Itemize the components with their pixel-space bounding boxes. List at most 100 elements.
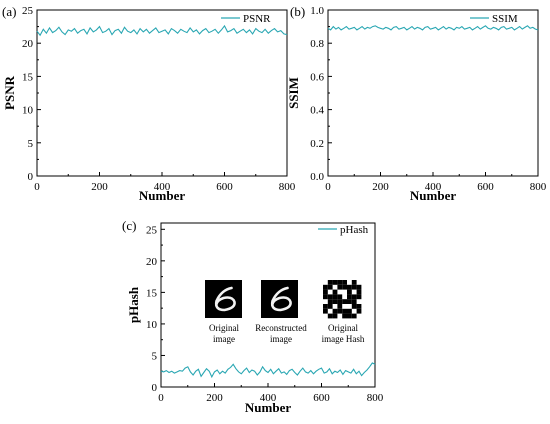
hash-cell (332, 289, 338, 295)
hash-cell (337, 304, 343, 309)
x-tick-label: 600 (313, 392, 330, 404)
inset-caption: image Hash (322, 334, 365, 344)
hash-cell (351, 280, 357, 285)
hash-cell (332, 280, 338, 285)
x-tick-label: 200 (206, 392, 223, 404)
panel-label: (b) (290, 4, 305, 19)
y-axis-label: PSNR (2, 75, 17, 110)
inset-caption: Original (328, 323, 358, 333)
hash-cell (327, 304, 333, 309)
y-tick-label: 0 (28, 171, 34, 183)
y-axis-label: SSIM (286, 77, 301, 109)
y-tick-label: 5 (28, 138, 34, 150)
hash-cell (337, 308, 343, 314)
plot-frame (327, 9, 539, 177)
x-axis-label: Number (139, 188, 185, 203)
x-tick-label: 800 (279, 181, 296, 193)
panel-label: (a) (2, 4, 16, 19)
hash-cell (356, 284, 362, 290)
digit-six-stroke (270, 286, 292, 312)
hash-cell (323, 308, 328, 314)
hash-cell (332, 308, 338, 314)
y-tick-label: 15 (22, 71, 34, 83)
y-tick-label: 0.0 (310, 171, 324, 183)
hash-cell (337, 294, 343, 300)
x-tick-label: 400 (425, 181, 442, 193)
hash-cell (347, 294, 352, 300)
y-tick-label: 25 (146, 224, 158, 236)
x-tick-label: 200 (91, 181, 108, 193)
hash-cell (356, 289, 362, 295)
hash-cell (327, 280, 333, 285)
hash-cell (332, 299, 338, 304)
y-tick-label: 0.8 (310, 38, 324, 50)
y-tick-label: 20 (22, 38, 34, 50)
x-tick-label: 800 (530, 181, 547, 193)
inset-images: OriginalimageReconstructedimageOriginali… (205, 280, 365, 344)
hash-cell (342, 280, 347, 285)
hash-cell (323, 284, 328, 290)
series-line-ssim (327, 25, 539, 31)
x-axis-label: Number (410, 188, 456, 203)
hash-cell (351, 294, 357, 300)
panel-label: (c) (122, 218, 136, 233)
reconstructed-image (261, 280, 298, 318)
hash-cell (342, 313, 347, 319)
hash-cell (351, 304, 357, 309)
hash-cell (323, 304, 328, 309)
y-axis-label: pHash (126, 286, 141, 323)
hash-cell (342, 299, 347, 304)
x-tick-label: 600 (477, 181, 494, 193)
hash-cell (332, 313, 338, 319)
hash-cell (351, 284, 357, 290)
original-image-hash (323, 280, 362, 319)
hash-cell (351, 313, 357, 319)
hash-cell (327, 294, 333, 300)
inset-caption: image (213, 334, 235, 344)
x-tick-label: 200 (372, 181, 389, 193)
y-tick-label: 0.2 (310, 138, 324, 150)
hash-cell (327, 313, 333, 319)
hash-cell (356, 308, 362, 314)
hash-cell (347, 299, 352, 304)
y-tick-label: 10 (22, 105, 34, 117)
legend-label: SSIM (492, 13, 518, 25)
y-tick-label: 20 (146, 256, 158, 268)
y-tick-label: 0 (152, 382, 158, 394)
legend-label: pHash (340, 224, 369, 236)
hash-cell (323, 294, 328, 300)
hash-cell (327, 284, 333, 290)
hash-cell (347, 284, 352, 290)
x-tick-label: 800 (367, 392, 384, 404)
x-tick-label: 400 (154, 181, 171, 193)
hash-cell (332, 294, 338, 300)
y-tick-label: 0.6 (310, 71, 324, 83)
inset-caption: Original (209, 323, 239, 333)
panel-c: 0 200 400 600 800 0 5 10 15 20 25 Number pHash (c) pHa… (122, 218, 384, 415)
hash-cell (356, 304, 362, 309)
panel-b: 0 200 400 600 800 0.0 0.2 0.4 0.6 0.8 1.0 Number SSI… (286, 4, 547, 203)
y-tick-label: 1.0 (310, 5, 324, 17)
x-tick-label: 600 (216, 181, 233, 193)
x-tick-label: 0 (325, 181, 331, 193)
panel-a: 0 200 400 600 800 0 5 10 15 20 25 Number PSNR (a) PSNR (2, 4, 296, 203)
hash-cell (337, 280, 343, 285)
y-tick-label: 5 (152, 350, 158, 362)
legend-label: PSNR (243, 13, 271, 25)
x-tick-label: 0 (34, 181, 40, 193)
hash-cell (327, 299, 333, 304)
series-line-psnr (36, 24, 288, 37)
y-tick-label: 0.4 (310, 105, 324, 117)
hash-cell (351, 299, 357, 304)
original-image (205, 280, 242, 318)
hash-cell (337, 284, 343, 290)
y-tick-label: 25 (22, 5, 34, 17)
digit-six-stroke (214, 286, 236, 312)
x-tick-label: 400 (260, 392, 277, 404)
y-tick-label: 10 (146, 319, 158, 331)
y-tick-label: 15 (146, 287, 158, 299)
inset-caption: image (270, 334, 292, 344)
hash-cell (356, 294, 362, 300)
hash-cell (342, 308, 347, 314)
